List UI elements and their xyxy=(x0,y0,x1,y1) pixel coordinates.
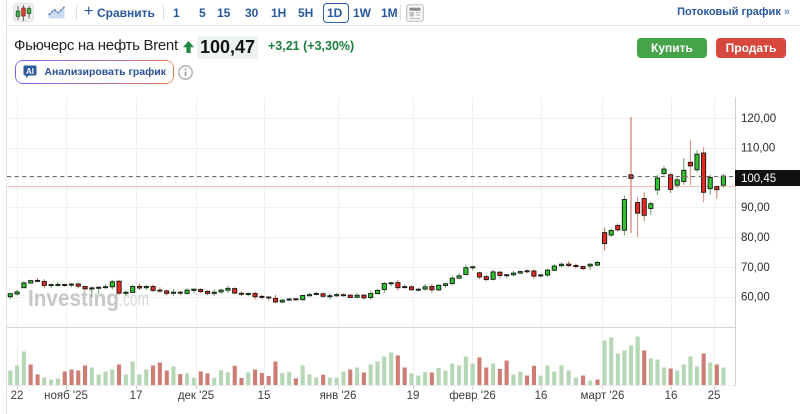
svg-text:янв '26: янв '26 xyxy=(320,390,357,402)
svg-text:22: 22 xyxy=(11,390,24,402)
svg-text:80,00: 80,00 xyxy=(741,232,770,244)
svg-text:15: 15 xyxy=(258,390,271,402)
svg-text:дек '25: дек '25 xyxy=(178,390,214,402)
svg-text:120,00: 120,00 xyxy=(741,113,776,125)
svg-text:90,00: 90,00 xyxy=(741,202,770,214)
svg-text:16: 16 xyxy=(535,390,548,402)
svg-text:нояб '25: нояб '25 xyxy=(44,390,88,402)
svg-text:Investing: Investing xyxy=(28,285,119,311)
svg-text:17: 17 xyxy=(130,390,143,402)
svg-text:25: 25 xyxy=(708,390,721,402)
svg-text:19: 19 xyxy=(407,390,420,402)
svg-text:16: 16 xyxy=(665,390,678,402)
svg-text:март '26: март '26 xyxy=(581,390,625,402)
svg-text:60,00: 60,00 xyxy=(741,292,770,304)
svg-text:70,00: 70,00 xyxy=(741,262,770,274)
svg-text:февр '26: февр '26 xyxy=(449,390,496,402)
svg-text:AI: AI xyxy=(26,67,34,76)
svg-text:100,45: 100,45 xyxy=(741,173,776,185)
svg-text:110,00: 110,00 xyxy=(741,143,775,155)
